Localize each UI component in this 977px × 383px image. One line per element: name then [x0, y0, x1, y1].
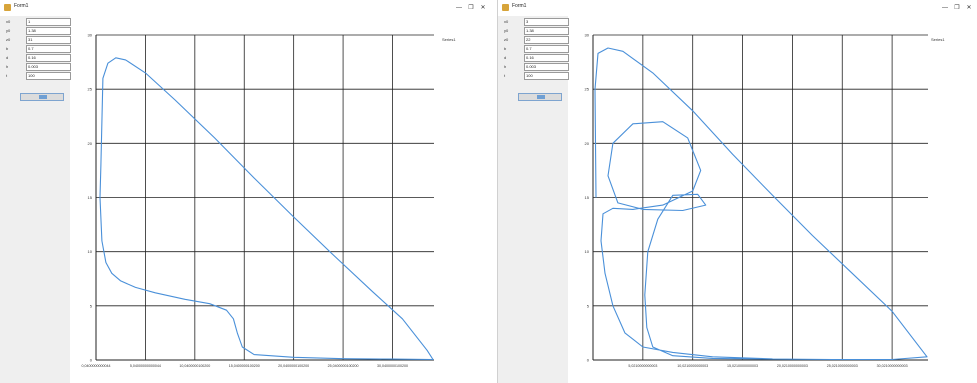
y-tick-label: 10 [88, 249, 93, 254]
param-label: y0 [504, 28, 509, 33]
param-input-b[interactable]: 0.7 [26, 45, 71, 53]
x-tick-label: 5,0210000000003 [628, 364, 657, 368]
y-tick-label: 0 [587, 358, 590, 363]
param-label: h [504, 64, 507, 69]
y-tick-label: 30 [88, 33, 93, 38]
legend-series1: Series1 [931, 37, 945, 42]
parameters-panel: x0 1 y0 1.38 z0 31 b 0.7 d 0.16 h 0.003 … [0, 16, 71, 383]
param-input-h[interactable]: 0.003 [26, 63, 71, 71]
param-label: t [504, 73, 506, 78]
minimize-button[interactable]: — [456, 5, 462, 11]
run-button[interactable] [20, 93, 64, 101]
x-tick-label: 10,0210000000003 [677, 364, 708, 368]
y-tick-label: 25 [585, 87, 590, 92]
x-tick-label: 25,0210000000003 [827, 364, 858, 368]
param-input-x0[interactable]: 3 [524, 18, 569, 26]
window-title: Form1 [14, 3, 29, 9]
param-label: d [504, 55, 507, 60]
form1-window-left: Form1 — ❐ ✕ x0 1 y0 1.38 z0 31 b 0.7 d 0… [0, 0, 491, 383]
run-button-thumb [537, 95, 545, 99]
app-icon [502, 4, 509, 11]
y-tick-label: 30 [585, 33, 590, 38]
y-tick-label: 5 [90, 303, 93, 308]
phase-plot: 0 5 10 15 20 25 30 0,0400000000044 5,04000000000… [82, 33, 434, 368]
x-tick-label: 30,0400000100200 [377, 364, 408, 368]
x-tick-label: 30,0210000000003 [877, 364, 908, 368]
phase-plot: 0 5 10 15 20 25 30 5,0210000000003 10,0210000000… [585, 33, 928, 368]
param-label: y0 [6, 28, 11, 33]
titlebar: Form1 — ❐ ✕ [498, 0, 977, 16]
param-label: b [504, 46, 507, 51]
y-tick-label: 25 [88, 87, 93, 92]
close-button[interactable]: ✕ [966, 5, 972, 11]
y-tick-label: 20 [88, 141, 93, 146]
param-input-d[interactable]: 0.16 [26, 54, 71, 62]
x-tick-label: 25,0400000100200 [328, 364, 359, 368]
parameters-panel: x0 3 y0 1.38 z0 22 b 0.7 d 0.16 h 0.003 … [498, 16, 569, 383]
y-tick-label: 0 [90, 358, 93, 363]
form1-window-right: Form1 — ❐ ✕ x0 3 y0 1.38 z0 22 b 0.7 d 0… [497, 0, 977, 383]
x-tick-label: 15,0210000000003 [727, 364, 758, 368]
param-input-y0[interactable]: 1.38 [524, 27, 569, 35]
minimize-button[interactable]: — [942, 5, 948, 11]
y-tick-label: 5 [587, 303, 590, 308]
x-tick-label: 15,0400000100200 [229, 364, 260, 368]
series-line [99, 57, 434, 361]
y-tick-label: 15 [88, 195, 93, 200]
y-tick-label: 15 [585, 195, 590, 200]
titlebar: Form1 — ❐ ✕ [0, 0, 491, 16]
param-label: d [6, 55, 9, 60]
series-line [594, 47, 928, 361]
param-label: z0 [504, 37, 509, 42]
legend-series1: Series1 [442, 37, 456, 42]
param-input-h[interactable]: 0.003 [524, 63, 569, 71]
x-tick-label: 20,0210000000003 [777, 364, 808, 368]
param-label: x0 [6, 19, 11, 24]
run-button-thumb [39, 95, 47, 99]
param-input-y0[interactable]: 1.38 [26, 27, 71, 35]
run-button[interactable] [518, 93, 562, 101]
app-icon [4, 4, 11, 11]
param-input-d[interactable]: 0.16 [524, 54, 569, 62]
maximize-button[interactable]: ❐ [468, 5, 474, 11]
maximize-button[interactable]: ❐ [954, 5, 960, 11]
param-label: x0 [504, 19, 509, 24]
y-tick-label: 10 [585, 249, 590, 254]
param-label: z0 [6, 37, 11, 42]
param-label: h [6, 64, 9, 69]
x-tick-label: 20,0400000100200 [278, 364, 309, 368]
close-button[interactable]: ✕ [480, 5, 486, 11]
x-tick-label: 0,0400000000044 [82, 364, 111, 368]
param-input-x0[interactable]: 1 [26, 18, 71, 26]
y-tick-label: 20 [585, 141, 590, 146]
param-label: t [6, 73, 8, 78]
param-label: b [6, 46, 9, 51]
param-input-b[interactable]: 0.7 [524, 45, 569, 53]
x-tick-label: 10,0400000100200 [179, 364, 210, 368]
param-input-z0[interactable]: 22 [524, 36, 569, 44]
x-tick-label: 5,04000000000044 [130, 364, 161, 368]
param-input-t[interactable]: 100 [26, 72, 71, 80]
param-input-z0[interactable]: 31 [26, 36, 71, 44]
window-title: Form1 [512, 3, 527, 9]
param-input-t[interactable]: 100 [524, 72, 569, 80]
